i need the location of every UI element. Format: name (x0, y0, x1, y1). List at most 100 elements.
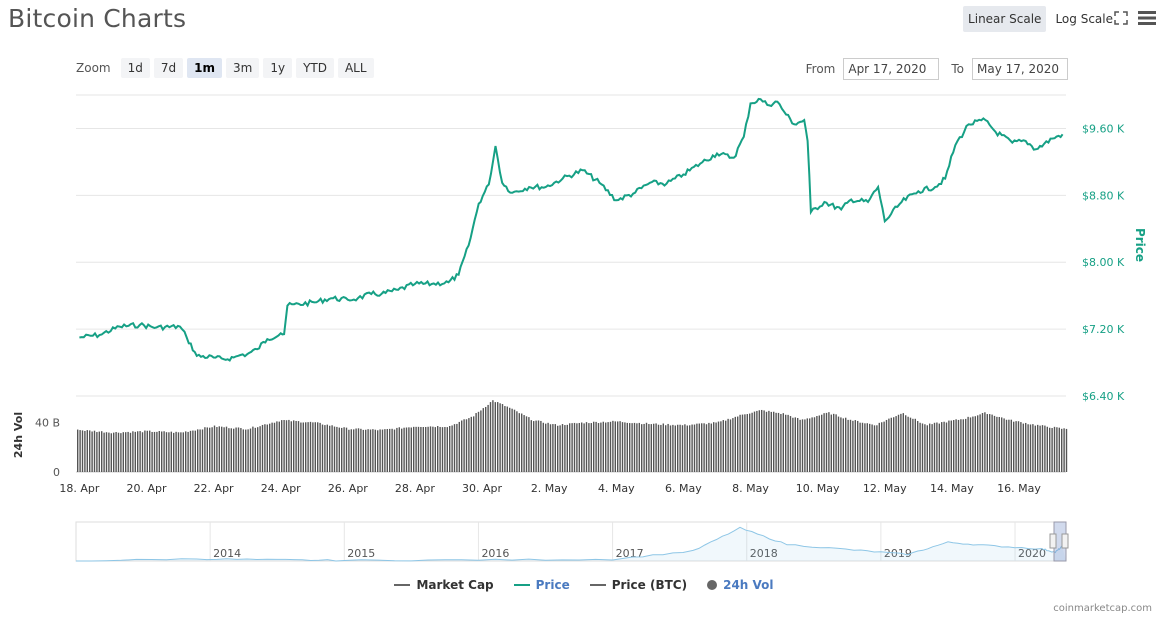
log-scale-button[interactable]: Log Scale (1055, 12, 1113, 26)
volume-bar (933, 422, 936, 472)
volume-bar (528, 417, 530, 472)
legend: Market Cap Price Price (BTC) 24h Vol (0, 578, 1168, 592)
volume-tick-label: 40 B (35, 417, 60, 430)
volume-bar (110, 433, 112, 472)
volume-bar (163, 431, 165, 472)
volume-bar (842, 418, 844, 472)
navigator-handle (1061, 533, 1069, 549)
volume-bar (847, 419, 849, 472)
volume-bar (758, 410, 760, 472)
zoom-label: Zoom (76, 61, 111, 75)
zoom-1y-button[interactable]: 1y (263, 58, 293, 78)
volume-bar (986, 414, 988, 472)
volume-bar (600, 422, 602, 472)
volume-bar (182, 432, 184, 472)
menu-icon[interactable] (1138, 10, 1156, 29)
volume-bar (413, 426, 415, 472)
volume-bar (156, 431, 158, 472)
y-tick-label: $7.20 K (1082, 323, 1125, 336)
volume-bar (725, 420, 727, 472)
x-tick-label: 8. May (732, 482, 769, 495)
volume-bar (1001, 417, 1003, 472)
volume-bar (209, 427, 211, 472)
zoom-1m-button[interactable]: 1m (187, 58, 222, 78)
volume-bar (103, 432, 105, 472)
volume-bar (403, 427, 405, 472)
volume-bar (331, 425, 333, 472)
volume-bar (86, 430, 88, 472)
volume-bar (797, 417, 799, 472)
volume-bar (780, 414, 782, 472)
linear-scale-button[interactable]: Linear Scale (963, 6, 1047, 32)
volume-bar (237, 427, 240, 472)
legend-24h-vol[interactable]: 24h Vol (707, 578, 774, 592)
volume-bar (741, 414, 744, 472)
legend-price[interactable]: Price (513, 578, 570, 592)
volume-bar (91, 431, 93, 472)
volume-bar (540, 420, 542, 472)
volume-bar (876, 425, 878, 472)
zoom-ytd-button[interactable]: YTD (296, 58, 334, 78)
zoom-1d-button[interactable]: 1d (120, 58, 150, 78)
from-date-input[interactable] (843, 58, 940, 80)
volume-bar (1013, 421, 1015, 472)
volume-bar (194, 430, 196, 472)
legend-price-btc[interactable]: Price (BTC) (589, 578, 687, 592)
volume-bar (434, 427, 436, 472)
volume-bar (456, 423, 458, 472)
volume-bar (581, 422, 583, 472)
zoom-all-button[interactable]: ALL (337, 58, 374, 78)
volume-bar (189, 430, 192, 472)
volume-bar (605, 422, 607, 472)
volume-bar (427, 426, 429, 472)
legend-market-cap[interactable]: Market Cap (394, 578, 494, 592)
volume-bar (962, 419, 964, 472)
volume-bar (828, 412, 830, 472)
volume-bar (578, 422, 580, 472)
volume-bar (297, 421, 300, 472)
volume-bar (583, 423, 585, 472)
volume-bar (881, 422, 883, 472)
volume-bar (866, 423, 868, 472)
volume-bar (201, 429, 204, 472)
volume-bar (595, 421, 597, 472)
volume-bar (425, 426, 427, 472)
volume-bar (405, 427, 408, 472)
volume-bar (357, 428, 360, 472)
x-tick-label: 28. Apr (395, 482, 435, 495)
volume-bar (360, 428, 362, 472)
volume-bar (535, 420, 537, 472)
volume-bar (192, 430, 194, 472)
volume-bar (662, 423, 664, 472)
to-date-input[interactable] (972, 58, 1068, 80)
volume-bar (365, 429, 367, 472)
x-tick-label: 30. Apr (462, 482, 502, 495)
volume-bar (146, 430, 148, 472)
volume-bar (981, 413, 984, 472)
volume-bar (108, 432, 110, 472)
volume-bar (996, 416, 998, 472)
volume-bar (542, 422, 544, 472)
volume-bar (729, 419, 732, 472)
volume-bar (1015, 421, 1017, 472)
volume-bar (569, 423, 571, 472)
volume-bar (1056, 427, 1058, 472)
volume-bar (273, 422, 276, 472)
volume-bar (144, 430, 146, 472)
zoom-3m-button[interactable]: 3m (225, 58, 260, 78)
fullscreen-icon[interactable] (1114, 10, 1128, 29)
zoom-7d-button[interactable]: 7d (153, 58, 184, 78)
volume-bar (645, 422, 648, 472)
volume-bar (1046, 426, 1048, 472)
volume-bar (477, 411, 480, 472)
volume-bar (1063, 428, 1065, 472)
volume-bar (593, 421, 595, 472)
navigator-line (76, 526, 1063, 562)
volume-bar (506, 406, 508, 472)
volume-bar (693, 424, 696, 472)
volume-bar (1041, 425, 1044, 472)
volume-bar (775, 412, 777, 472)
volume-bar (465, 419, 468, 472)
volume-bar (861, 422, 864, 472)
volume-bar (770, 411, 772, 472)
